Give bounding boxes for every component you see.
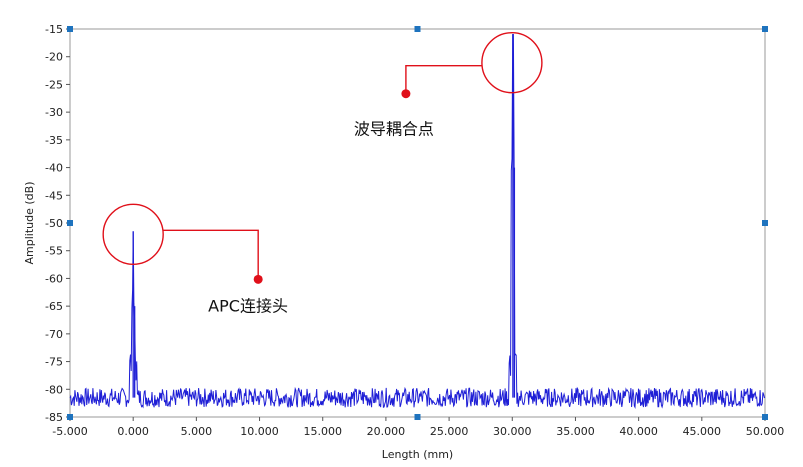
y-tick-label: -25 (45, 78, 63, 91)
x-tick-label: 45.000 (683, 425, 722, 438)
annotation-circle (102, 203, 164, 266)
annotations: APC连接头 波导耦合点 (102, 32, 543, 315)
y-tick-label: -80 (45, 383, 63, 396)
resize-handle[interactable] (762, 26, 768, 32)
series-layer (69, 34, 766, 409)
x-tick-label: 20.000 (367, 425, 406, 438)
x-axis-title: Length (mm) (382, 448, 453, 461)
x-tick-label: 10.000 (240, 425, 279, 438)
resize-handle[interactable] (414, 414, 421, 420)
y-tick-label: -50 (45, 217, 63, 230)
annotation-leader (405, 65, 482, 94)
resize-handle[interactable] (762, 414, 768, 420)
annotation-leader (163, 229, 259, 280)
x-tick-label: 30.000 (493, 425, 532, 438)
annotation-dot (401, 89, 411, 99)
y-axis: -15 -20 -25 -30 -35 -40 -45 -50 -55 -60 -65 -70 -75 -… (45, 23, 70, 424)
y-tick-label: -55 (45, 245, 63, 258)
x-tick-label: 0.000 (117, 425, 149, 438)
resize-handle[interactable] (762, 220, 768, 226)
x-tick-label: 25.000 (430, 425, 469, 438)
x-axis: -5.000 0.000 5.000 10.000 15.000 20.000 25.000… (52, 417, 784, 438)
x-tick-label: 40.000 (619, 425, 658, 438)
y-tick-label: -15 (45, 23, 63, 36)
y-tick-label: -65 (45, 300, 63, 313)
selection-handles[interactable] (67, 26, 768, 420)
resize-handle[interactable] (67, 220, 73, 226)
x-tick-label: 5.000 (181, 425, 213, 438)
x-tick-label: 35.000 (556, 425, 595, 438)
x-tick-label: 50.000 (746, 425, 785, 438)
plot-frame (69, 28, 766, 418)
y-tick-label: -35 (45, 134, 63, 147)
resize-handle[interactable] (67, 414, 73, 420)
y-tick-label: -60 (45, 272, 63, 285)
resize-handle[interactable] (414, 26, 421, 32)
y-tick-label: -75 (45, 356, 63, 369)
annotation-label: APC连接头 (208, 296, 288, 315)
y-tick-label: -40 (45, 162, 63, 175)
annotation-label: 波导耦合点 (354, 120, 434, 139)
annotation-circle (481, 32, 543, 94)
annotation-dot (253, 274, 263, 284)
x-tick-label: -5.000 (52, 425, 87, 438)
y-tick-label: -85 (45, 411, 63, 424)
y-tick-label: -70 (45, 328, 63, 341)
series-line (69, 34, 766, 409)
resize-handle[interactable] (67, 26, 73, 32)
y-axis-title: Amplitude (dB) (23, 182, 36, 265)
x-tick-label: 15.000 (303, 425, 342, 438)
y-tick-label: -30 (45, 106, 63, 119)
y-tick-label: -45 (45, 189, 63, 202)
y-tick-label: -20 (45, 51, 63, 64)
